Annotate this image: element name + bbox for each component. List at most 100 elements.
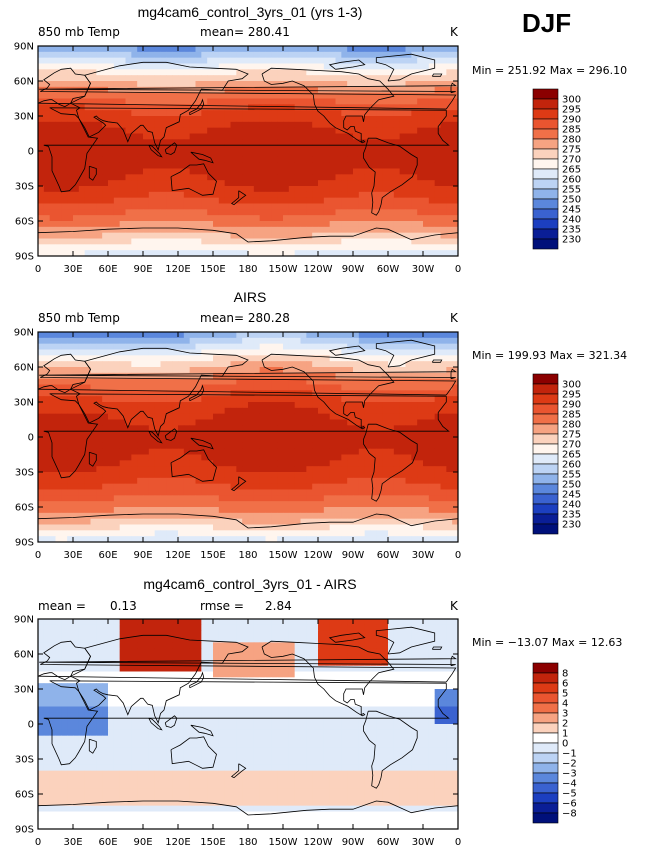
field-cell — [178, 460, 185, 467]
field-cell — [271, 250, 278, 257]
field-cell — [131, 332, 138, 339]
field-cell — [119, 57, 126, 64]
field-cell — [213, 238, 220, 245]
field-cell — [189, 244, 196, 251]
field-cell — [78, 221, 86, 228]
field-cell — [335, 127, 342, 134]
field-cell — [189, 332, 196, 339]
field-cell — [312, 512, 319, 520]
field-cell — [183, 367, 191, 374]
field-cell — [271, 501, 278, 508]
field-cell — [341, 466, 348, 473]
field-cell — [143, 425, 150, 432]
field-cell — [61, 203, 68, 210]
field-cell — [388, 174, 395, 181]
field-cell — [306, 133, 313, 140]
field-cell — [160, 425, 167, 432]
field-cell — [125, 378, 132, 385]
field-cell — [265, 81, 272, 88]
field-cell — [67, 425, 74, 432]
field-cell — [67, 98, 74, 105]
field-cell — [137, 367, 144, 374]
field-cell — [108, 110, 115, 117]
field-cell — [376, 151, 383, 158]
field-cell — [230, 367, 237, 374]
field-cell — [78, 81, 86, 88]
field-cell — [341, 396, 348, 403]
field-cell — [423, 98, 430, 105]
field-cell — [312, 343, 319, 350]
field-cell — [364, 168, 371, 175]
field-cell — [288, 477, 296, 485]
field-cell — [207, 489, 214, 496]
coastline — [148, 144, 163, 158]
field-cell — [318, 174, 325, 181]
field-cell — [370, 98, 377, 105]
field-cell — [388, 133, 395, 140]
field-cell — [423, 139, 430, 146]
field-cell — [125, 425, 132, 432]
field-cell — [119, 168, 126, 175]
field-cell — [224, 51, 231, 59]
field-cell — [213, 133, 220, 140]
field-cell — [312, 81, 319, 88]
field-cell — [183, 355, 191, 362]
field-cell — [207, 337, 214, 345]
field-cell — [172, 180, 179, 187]
field-cell — [108, 156, 115, 164]
field-cell — [312, 151, 319, 158]
field-cell — [277, 337, 284, 345]
field-cell — [446, 174, 453, 181]
field-cell — [428, 46, 436, 53]
field-cell — [277, 378, 284, 385]
field-cell — [364, 180, 371, 187]
field-cell — [452, 168, 459, 175]
field-cell — [102, 431, 109, 438]
field-cell — [271, 197, 278, 204]
field-cell — [242, 483, 249, 490]
field-cell — [189, 180, 196, 187]
field-cell — [393, 180, 401, 187]
field-cell — [341, 250, 348, 257]
field-cell — [370, 501, 377, 508]
field-cell — [446, 110, 453, 117]
field-cell — [49, 244, 56, 251]
field-cell — [242, 151, 249, 158]
field-cell — [411, 110, 418, 117]
field-cell — [78, 466, 86, 473]
field-cell — [43, 186, 51, 193]
field-cell — [353, 174, 360, 181]
field-cell — [84, 507, 91, 514]
field-cell — [189, 75, 196, 82]
field-cell — [137, 390, 144, 397]
field-cell — [55, 367, 62, 374]
field-cell — [423, 209, 430, 216]
field-cell — [78, 448, 86, 455]
field-cell — [230, 174, 237, 181]
field-cell — [428, 116, 436, 123]
field-cell — [300, 151, 307, 158]
field-cell — [108, 215, 115, 222]
field-cell — [43, 448, 51, 455]
field-cell — [428, 168, 436, 175]
field-cell — [452, 437, 459, 444]
field-cell — [253, 244, 261, 251]
field-cell — [201, 396, 208, 403]
field-cell — [277, 396, 284, 403]
field-cell — [55, 454, 62, 461]
field-cell — [73, 413, 80, 420]
field-cell — [236, 390, 243, 397]
field-cell — [137, 69, 144, 76]
field-cell — [347, 98, 354, 105]
field-cell — [353, 495, 360, 502]
field-cell — [242, 156, 249, 164]
field-cell — [288, 180, 296, 187]
field-cell — [265, 151, 272, 158]
field-cell — [358, 332, 366, 339]
field-cell — [90, 384, 97, 391]
field-cell — [382, 407, 389, 415]
field-cell — [189, 349, 196, 356]
field-cell — [271, 145, 278, 152]
field-cell — [213, 156, 220, 164]
field-cell — [294, 232, 301, 239]
